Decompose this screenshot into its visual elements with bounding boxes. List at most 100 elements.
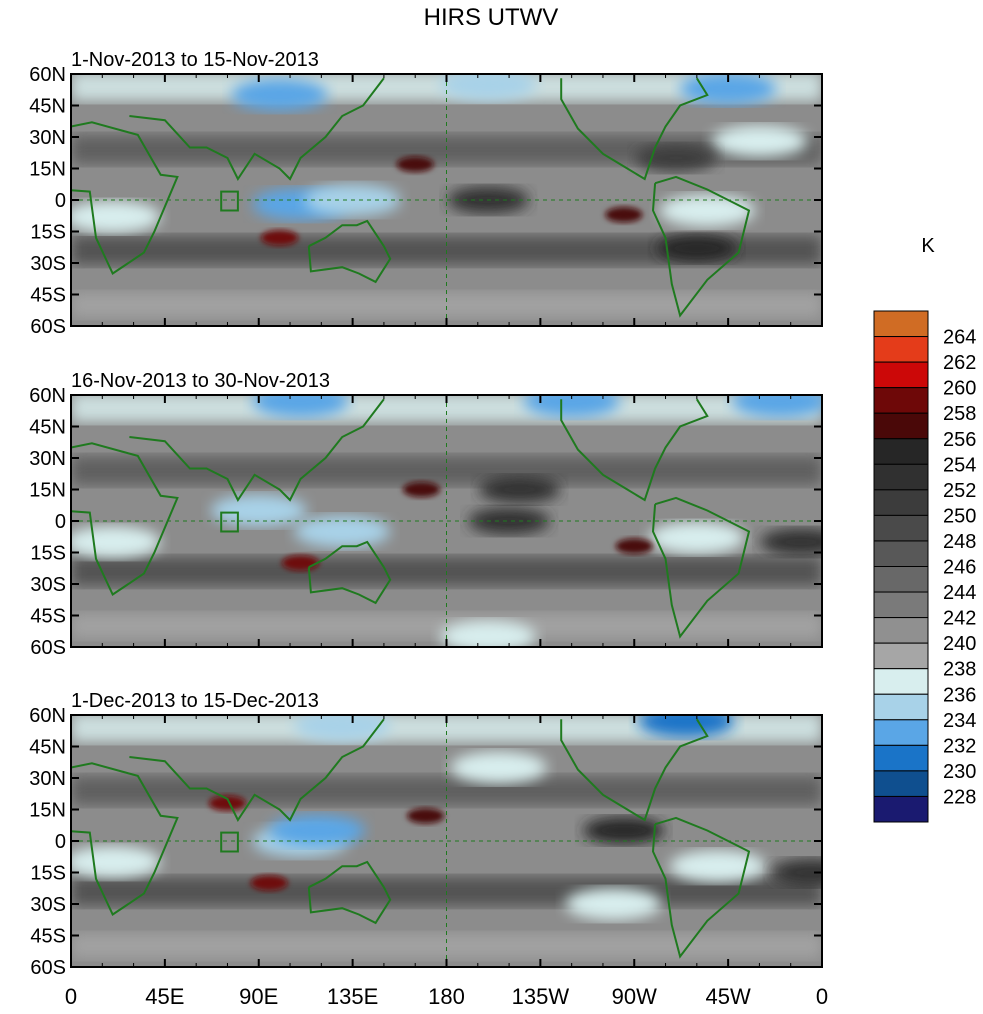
colorbar-swatch bbox=[873, 514, 929, 542]
colorbar-swatch bbox=[873, 336, 929, 363]
coastlines bbox=[71, 398, 751, 639]
colorbar-swatch bbox=[873, 744, 929, 772]
x-tick-label: 45E bbox=[145, 984, 184, 1009]
heatmap-feature bbox=[732, 395, 822, 418]
y-tick-label: 30S bbox=[30, 253, 66, 275]
heatmap-feature bbox=[269, 814, 366, 847]
heatmap-feature bbox=[71, 846, 161, 878]
colorbar-label: 246 bbox=[943, 557, 976, 579]
colorbar-swatch bbox=[873, 591, 929, 619]
figure-title: HIRS UTWV bbox=[424, 4, 559, 31]
heatmap-feature bbox=[615, 538, 653, 554]
coastlines bbox=[71, 77, 751, 318]
y-tick-label: 15S bbox=[30, 543, 66, 565]
y-tick-label: 15S bbox=[30, 222, 66, 244]
coastline bbox=[651, 175, 751, 318]
colorbar-label: 228 bbox=[943, 786, 976, 808]
colorbar-swatch bbox=[873, 693, 929, 721]
y-tick-label: 60N bbox=[29, 64, 66, 86]
coastline bbox=[71, 121, 179, 275]
heatmap-feature bbox=[583, 816, 665, 845]
heatmap-feature bbox=[648, 521, 745, 554]
colorbar-label: 242 bbox=[943, 608, 976, 630]
heatmap-feature bbox=[440, 74, 537, 101]
heatmap-feature bbox=[71, 526, 161, 558]
y-tick-label: 60N bbox=[29, 705, 66, 727]
colorbar-swatch bbox=[873, 668, 929, 695]
colorbar-swatch bbox=[873, 642, 929, 670]
heatmap-feature bbox=[659, 194, 756, 227]
colorbar-label: 262 bbox=[943, 352, 976, 374]
study-region-box bbox=[220, 831, 239, 853]
coastline bbox=[307, 860, 392, 925]
y-tick-label: 30N bbox=[29, 768, 66, 790]
heatmap-feature bbox=[250, 875, 288, 891]
colorbar-label: 238 bbox=[943, 659, 976, 681]
study-region-box bbox=[220, 190, 239, 212]
y-tick-label: 30N bbox=[29, 448, 66, 470]
colorbar-label: 258 bbox=[943, 403, 976, 425]
y-tick-label: 45S bbox=[30, 926, 66, 948]
colorbar-label: 250 bbox=[943, 505, 976, 527]
y-tick-label: 45N bbox=[29, 417, 66, 439]
heatmap-feature bbox=[770, 858, 822, 887]
colorbar-label: 234 bbox=[943, 710, 976, 732]
heatmap-feature bbox=[281, 555, 320, 571]
heatmap-feature bbox=[294, 715, 391, 742]
heatmap-feature bbox=[635, 144, 717, 172]
heatmap-feature bbox=[396, 156, 434, 172]
heatmap-feature bbox=[406, 808, 445, 824]
colorbar-label: 230 bbox=[943, 761, 976, 783]
zonal-band bbox=[71, 292, 822, 318]
y-tick-label: 30N bbox=[29, 127, 66, 149]
coastline bbox=[307, 219, 392, 284]
coastline bbox=[129, 398, 385, 502]
heatmap-feature bbox=[478, 475, 561, 504]
panel-title: 1-Nov-2013 to 15-Nov-2013 bbox=[71, 49, 319, 71]
heatmap-feature bbox=[260, 230, 299, 246]
y-tick-label: 0 bbox=[55, 190, 66, 212]
coastline bbox=[129, 77, 385, 181]
colorbar-label: 264 bbox=[943, 327, 976, 349]
colorbar-swatch bbox=[873, 361, 929, 389]
colorbar-label: 256 bbox=[943, 429, 976, 451]
colorbar-label: 248 bbox=[943, 531, 976, 553]
heatmap-feature bbox=[711, 125, 808, 158]
heatmap-feature bbox=[638, 715, 735, 738]
coastline bbox=[71, 442, 179, 596]
y-tick-label: 45N bbox=[29, 737, 66, 759]
colorbar-swatch bbox=[873, 566, 929, 593]
heatmap-feature bbox=[450, 751, 547, 784]
y-tick-label: 0 bbox=[55, 831, 66, 853]
x-tick-label: 180 bbox=[428, 984, 465, 1009]
coastline bbox=[651, 816, 751, 959]
heatmap-feature bbox=[402, 481, 441, 498]
x-tick-label: 90W bbox=[612, 984, 657, 1009]
y-tick-label: 30S bbox=[30, 894, 66, 916]
coastline bbox=[129, 718, 385, 822]
y-tick-label: 30S bbox=[30, 574, 66, 596]
y-tick-label: 60S bbox=[30, 316, 66, 338]
coastline bbox=[307, 540, 392, 605]
x-tick-label: 0 bbox=[65, 984, 77, 1009]
coastlines bbox=[71, 718, 751, 959]
heatmap-feature bbox=[669, 850, 766, 883]
colorbar-swatch bbox=[873, 438, 929, 465]
colorbar-label: 244 bbox=[943, 582, 976, 604]
colorbar-unit-label: K bbox=[921, 235, 935, 257]
colorbar-label: 232 bbox=[943, 735, 976, 757]
coastline bbox=[560, 77, 709, 181]
colorbar-swatch bbox=[873, 412, 929, 440]
panel-title: 16-Nov-2013 to 30-Nov-2013 bbox=[71, 370, 330, 392]
colorbar-swatch bbox=[873, 463, 929, 491]
heatmap-feature bbox=[440, 620, 537, 647]
heatmap-feature bbox=[605, 207, 643, 223]
y-tick-label: 45N bbox=[29, 96, 66, 118]
y-tick-label: 60S bbox=[30, 957, 66, 979]
colorbar-swatch bbox=[873, 770, 929, 797]
x-tick-label: 45W bbox=[706, 984, 751, 1009]
y-tick-label: 0 bbox=[55, 511, 66, 533]
